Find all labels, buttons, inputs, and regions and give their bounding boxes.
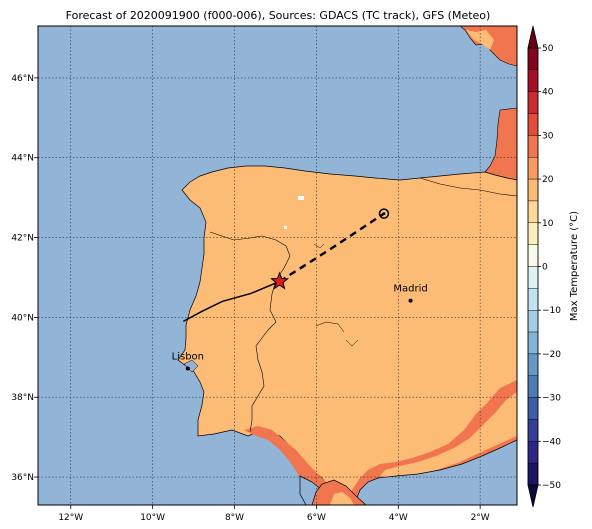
lat-tick-label: 46°N <box>11 74 34 84</box>
gridlines <box>38 26 517 505</box>
colorbar-band <box>527 47 539 71</box>
lon-tick-label: 8°W <box>225 513 244 523</box>
lon-tick-label: 6°W <box>307 513 326 523</box>
colorbar-bands <box>527 47 539 486</box>
colorbar-band <box>527 200 539 223</box>
colorbar-extend-min <box>527 484 539 508</box>
lat-tick-label: 40°N <box>11 313 34 323</box>
colorbar-tick-label: 50 <box>542 44 554 54</box>
city-marker-lisbon <box>185 366 190 371</box>
cloud-patch <box>298 196 304 200</box>
colorbar-band <box>527 244 539 267</box>
longitude-tick-labels: 12°W 10°W 8°W 6°W 4°W 2°W <box>58 505 490 523</box>
city-markers: Lisbon Madrid <box>172 284 428 371</box>
city-label-lisbon: Lisbon <box>172 351 204 362</box>
colorbar-band <box>527 397 539 420</box>
colorbar: 50 40 30 20 10 0 −10 −20 −30 −40 −50 Max Temperatu… <box>527 25 580 508</box>
lat-tick-label: 38°N <box>11 393 34 403</box>
colorbar-band <box>527 157 539 180</box>
colorbar-band <box>527 462 539 486</box>
lat-tick-label: 44°N <box>11 154 34 164</box>
forecast-end-center <box>382 212 386 216</box>
colorbar-label: Max Temperature (°C) <box>569 211 580 321</box>
city-label-madrid: Madrid <box>393 284 427 295</box>
colorbar-band <box>527 375 539 398</box>
colorbar-extend-max <box>527 25 539 49</box>
tc-track <box>182 208 390 323</box>
border-spain-france <box>419 177 517 197</box>
latitude-tick-labels: 36°N 38°N 40°N 42°N 44°N 46°N <box>11 74 38 483</box>
colorbar-tick-label: −10 <box>542 306 561 316</box>
inland-water-2 <box>345 339 359 347</box>
colorbar-tick-label: 40 <box>542 88 554 98</box>
colorbar-tick-label: −50 <box>542 481 561 491</box>
colorbar-band <box>527 353 539 376</box>
lon-tick-label: 10°W <box>140 513 165 523</box>
colorbar-band <box>527 310 539 333</box>
cloud-patch-small <box>284 226 287 229</box>
colorbar-band <box>527 222 539 245</box>
lon-tick-label: 12°W <box>58 513 83 523</box>
map-panel: Lisbon Madrid <box>37 25 518 506</box>
colorbar-band <box>527 69 539 92</box>
colorbar-tick-label: −30 <box>542 394 561 404</box>
map-frame <box>37 25 518 506</box>
sea-mediterranean <box>353 439 517 505</box>
colorbar-band <box>527 178 539 202</box>
colorbar-tick-label: −20 <box>542 350 561 360</box>
colorbar-band <box>527 135 539 158</box>
lat-tick-label: 42°N <box>11 234 34 244</box>
land-north-africa-warm <box>330 492 354 505</box>
colorbar-band <box>527 331 539 355</box>
colorbar-band <box>527 113 539 136</box>
land-warm-interior-southeast <box>380 392 517 478</box>
inland-water-3 <box>313 243 325 249</box>
colorbar-band <box>527 288 539 311</box>
colorbar-ticks: 50 40 30 20 10 0 −10 −20 −30 −40 −50 <box>538 44 561 491</box>
colorbar-band <box>527 266 539 289</box>
colorbar-band <box>527 91 539 114</box>
colorbar-tick-label: 10 <box>542 219 554 229</box>
colorbar-tick-label: 30 <box>542 131 554 141</box>
colorbar-tick-label: 0 <box>542 263 548 273</box>
colorbar-band <box>527 441 539 464</box>
forecast-track-line <box>278 212 385 283</box>
inland-water-1 <box>315 321 345 333</box>
current-position-star-icon <box>270 271 289 290</box>
lon-tick-label: 2°W <box>471 513 490 523</box>
chart-title: Forecast of 2020091900 (f000-006), Sourc… <box>66 9 491 22</box>
colorbar-band <box>527 419 539 442</box>
past-track-line <box>182 280 280 323</box>
colorbar-tick-label: −40 <box>542 437 561 447</box>
colorbar-tick-label: 20 <box>542 175 554 185</box>
city-marker-madrid <box>408 298 413 303</box>
land-north-africa <box>311 479 367 505</box>
lat-tick-label: 36°N <box>11 473 34 483</box>
border-portugal-spain <box>209 231 291 433</box>
land-layer <box>177 26 517 505</box>
forecast-end-marker <box>378 208 390 219</box>
lon-tick-label: 4°W <box>389 513 408 523</box>
